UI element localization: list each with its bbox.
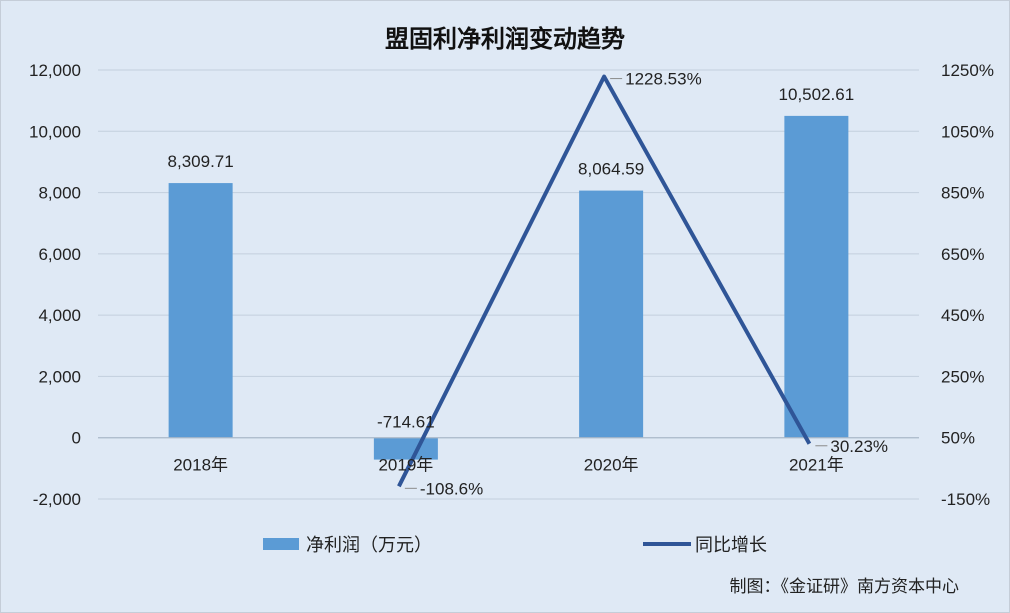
category-label: 2018年 [173, 456, 228, 475]
legend: 净利润（万元） 同比增长 [263, 535, 767, 555]
bar-data-label: 10,502.61 [779, 85, 855, 104]
left-tick-label: 12,000 [29, 61, 81, 80]
left-tick-label: -2,000 [33, 490, 81, 509]
axis-labels: 12,000 10,000 8,000 6,000 4,000 2,000 0 -2,000 1… [29, 61, 994, 509]
legend-bar-label: 净利润（万元） [306, 535, 432, 555]
bar [579, 190, 644, 438]
left-tick-label: 6,000 [38, 245, 81, 264]
bar-series [168, 115, 849, 460]
right-tick-label: 1250% [941, 61, 994, 80]
chart-title: 盟固利净利润变动趋势 [385, 25, 625, 53]
bar-data-label: 8,309.71 [168, 152, 234, 171]
bar-data-label: 8,064.59 [578, 160, 644, 179]
bar [168, 183, 233, 438]
left-tick-label: 10,000 [29, 122, 81, 141]
gridlines [98, 69, 919, 500]
left-tick-label: 2,000 [38, 367, 81, 386]
right-tick-label: 50% [941, 429, 975, 448]
right-tick-label: 850% [941, 184, 984, 203]
right-tick-label: 250% [941, 367, 984, 386]
right-tick-label: 650% [941, 245, 984, 264]
line-data-label: 30.23% [830, 437, 888, 456]
category-label: 2021年 [789, 456, 844, 475]
line-series [397, 74, 812, 488]
legend-bar-swatch [263, 538, 299, 550]
left-tick-label: 0 [72, 429, 81, 448]
right-tick-label: 1050% [941, 122, 994, 141]
line-data-label: -108.6% [420, 479, 483, 498]
growth-line [397, 74, 812, 488]
bar-data-label: -714.61 [377, 413, 435, 432]
left-tick-label: 4,000 [38, 306, 81, 325]
right-tick-label: -150% [941, 490, 990, 509]
bar [784, 115, 849, 438]
data-labels: 8,309.71 -714.61 8,064.59 10,502.61 -108.6% 1… [168, 70, 889, 499]
category-label: 2020年 [584, 456, 639, 475]
left-tick-label: 8,000 [38, 184, 81, 203]
chart-credit: 制图：《金证研》南方资本中心 [730, 577, 960, 596]
line-data-label: 1228.53% [625, 70, 702, 89]
legend-line-label: 同比增长 [695, 535, 767, 555]
category-label: 2019年 [378, 456, 433, 475]
right-tick-label: 450% [941, 306, 984, 325]
